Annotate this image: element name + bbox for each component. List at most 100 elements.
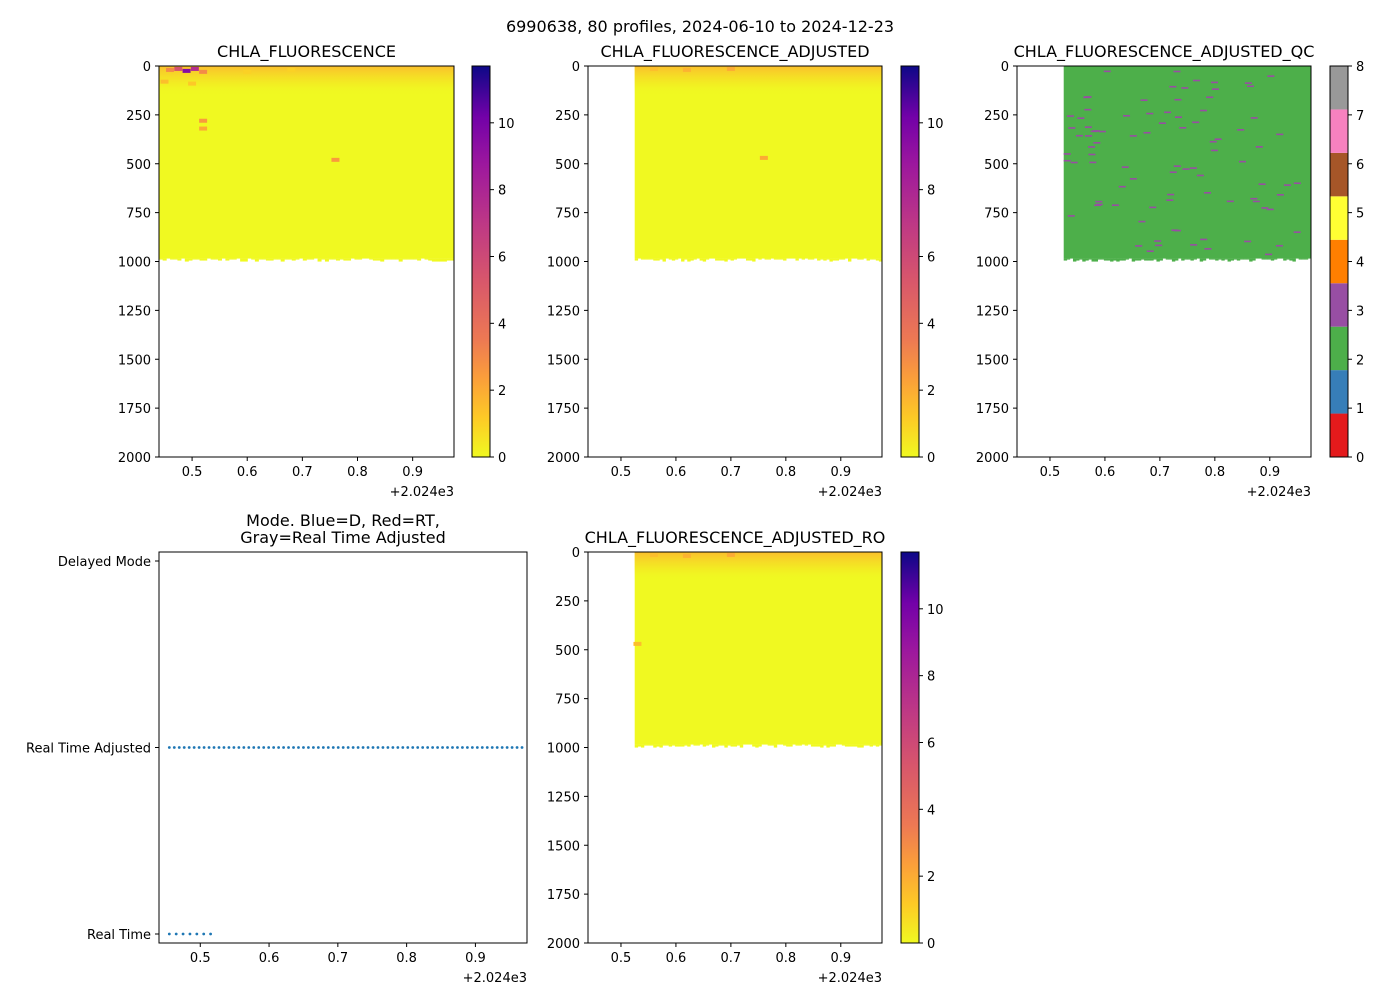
colorbar-tick-label: 10 <box>927 117 944 132</box>
colorbar-segment <box>1330 109 1348 153</box>
profile-bottom <box>1097 258 1102 260</box>
surface-feature <box>160 79 169 84</box>
profile-bottom <box>671 258 676 261</box>
profile-bottom <box>795 744 799 746</box>
qc-flag-mark <box>1111 204 1119 206</box>
profile-bottom <box>838 258 843 260</box>
data-field <box>1063 66 1311 259</box>
profile-bottom <box>783 258 787 261</box>
mode-point <box>195 932 199 936</box>
profile-bottom <box>1125 258 1129 260</box>
qc-flag-mark <box>1173 229 1181 232</box>
profile-bottom <box>1082 258 1086 262</box>
profile-bottom <box>1122 258 1126 261</box>
y-tick-label: 500 <box>984 158 1009 173</box>
x-tick-label: 0.9 <box>402 465 423 480</box>
qc-flag-mark <box>1252 200 1260 203</box>
profile-bottom <box>391 258 396 260</box>
profile-bottom <box>847 744 852 747</box>
x-tick-label: 0.8 <box>347 465 368 480</box>
surface-feature <box>199 69 208 74</box>
profile-bottom <box>1153 258 1157 260</box>
profile-bottom <box>832 258 836 261</box>
profile-bottom <box>306 258 311 260</box>
x-offset-label: +2.024e3 <box>463 971 527 986</box>
profile-bottom <box>715 258 719 261</box>
profile-bottom <box>776 258 781 260</box>
colorbar-tick-label: 5 <box>1356 207 1364 222</box>
mode-point <box>202 746 206 749</box>
profile-bottom <box>1159 258 1163 261</box>
profile-bottom <box>860 744 864 748</box>
mode-point <box>416 746 420 749</box>
y-tick-label: 1500 <box>547 353 580 368</box>
mode-point <box>302 746 305 749</box>
profile-bottom <box>810 744 815 747</box>
panel-chla_adj_ro: CHLA_FLUORESCENCE_ADJUSTED_RO 0 2 4 6 8 10 0 250… <box>547 528 944 986</box>
profile-bottom <box>188 258 193 261</box>
mode-point <box>456 746 459 749</box>
profile-bottom <box>439 258 444 262</box>
profile-bottom <box>752 744 756 747</box>
colorbar-tick-label: 6 <box>927 250 935 265</box>
surface-feature <box>182 68 191 73</box>
mode-point <box>505 746 509 749</box>
profile-bottom <box>684 744 688 746</box>
colorbar-tick-label: 4 <box>498 317 506 332</box>
profile-bottom <box>406 258 411 260</box>
mode-point <box>401 746 405 749</box>
profile-bottom <box>265 258 270 261</box>
profile-bottom <box>1113 258 1117 261</box>
mode-point <box>297 746 300 749</box>
profile-bottom <box>280 258 285 262</box>
profile-bottom <box>251 258 256 260</box>
mode-point <box>475 746 479 749</box>
profile-bottom <box>273 258 278 260</box>
profile-bottom <box>668 258 673 260</box>
profile-bottom <box>739 744 744 748</box>
profile-bottom <box>291 258 296 261</box>
colorbar-tick-label: 4 <box>927 803 935 818</box>
profile-bottom <box>358 258 363 260</box>
y-tick-label: 1250 <box>547 790 580 805</box>
profile-bottom <box>284 258 289 260</box>
profile-bottom <box>798 744 802 746</box>
qc-flag-mark <box>1090 130 1098 133</box>
x-tick-label: 0.6 <box>1095 465 1116 480</box>
x-tick-label: 0.9 <box>465 951 486 966</box>
mode-point <box>252 746 256 749</box>
mode-point <box>396 746 400 749</box>
profile-bottom <box>1147 258 1151 261</box>
mode-point <box>510 746 514 749</box>
profile-bottom <box>705 258 710 260</box>
profile-bottom <box>817 744 821 747</box>
x-tick-label: 0.9 <box>830 951 851 966</box>
profile-bottom <box>1110 258 1114 262</box>
profile-bottom <box>783 744 787 746</box>
qc-flag-mark <box>1088 146 1096 148</box>
mode-point <box>311 746 315 749</box>
surface-feature <box>166 67 175 72</box>
profile-bottom <box>1184 258 1188 260</box>
mode-point <box>277 746 281 749</box>
surface-feature <box>287 67 296 72</box>
profile-bottom <box>829 744 833 747</box>
qc-flag-mark <box>1237 129 1245 131</box>
qc-flag-mark <box>1066 115 1074 117</box>
data-field <box>159 66 454 259</box>
qc-flag-mark <box>1261 207 1269 209</box>
qc-flag-mark <box>1192 121 1200 124</box>
qc-flag-mark <box>1129 135 1137 137</box>
profile-bottom <box>647 258 651 260</box>
colorbar-tick-label: 8 <box>1356 60 1364 75</box>
profile-bottom <box>807 258 812 260</box>
colorbar-tick-label: 4 <box>927 317 935 332</box>
colorbar <box>900 65 920 458</box>
profile-bottom <box>640 744 645 748</box>
profile-bottom <box>1190 258 1194 261</box>
profile-bottom <box>659 744 663 748</box>
qc-flag-mark <box>1149 206 1157 209</box>
qc-flag-mark <box>1084 108 1092 111</box>
profile-bottom <box>413 258 418 260</box>
